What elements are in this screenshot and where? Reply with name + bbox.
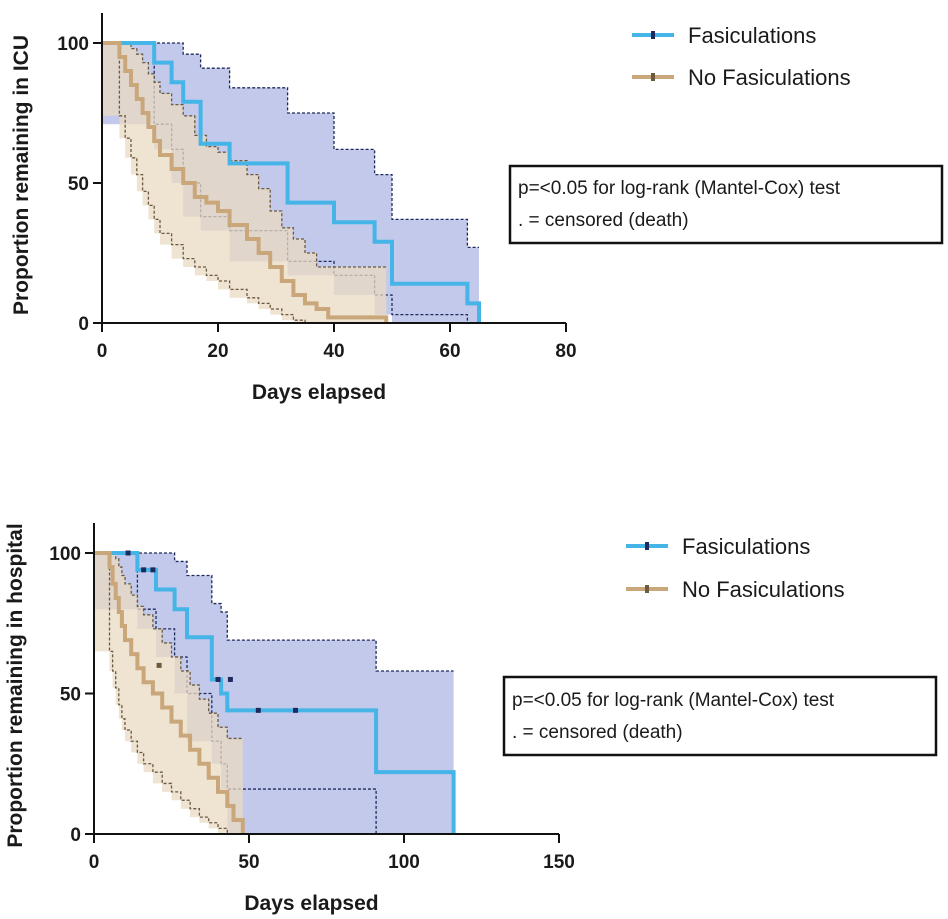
x-tick-label: 60 — [439, 341, 460, 362]
x-tick-label: 40 — [323, 341, 344, 362]
ci-band-fasic — [102, 43, 479, 323]
censor-mark-fasic — [215, 676, 221, 682]
ci-band-nofasic — [102, 43, 387, 323]
annotation-box — [508, 164, 944, 245]
chart-1: 0 20 40 60 80 0 50 100 Days elapsed Proportion re… — [10, 13, 944, 404]
y-tick-label: 0 — [78, 314, 89, 335]
legend-label-nofasic: No Fasiculations — [688, 65, 851, 90]
x-axis-title: Days elapsed — [252, 381, 386, 404]
x-tick-label: 0 — [97, 341, 108, 362]
ci-lower-nofasic — [94, 552, 243, 835]
ci-upper-nofasic — [102, 42, 387, 268]
legend-censor-mark-nofasic — [645, 585, 649, 593]
y-tick-label: 0 — [70, 825, 81, 846]
legend-label-nofasic: No Fasiculations — [682, 577, 845, 602]
ci-upper-fasic — [94, 552, 454, 672]
x-tick-label: 50 — [238, 852, 259, 873]
x-axis-title: Days elapsed — [244, 892, 378, 915]
survival-curve-fasic — [102, 41, 481, 323]
y-axis-title: Proportion remaining in ICU — [10, 35, 33, 315]
annotation-line: . = censored (death) — [512, 722, 683, 743]
legend-label-fasic: Fasiculations — [682, 534, 810, 559]
legend-label-fasic: Fasiculations — [688, 23, 816, 48]
legend-censor-mark-fasic — [651, 31, 655, 39]
censor-mark-fasic — [150, 567, 156, 573]
chart-2: 0 50 100 150 0 50 100 Days elapsed Proportion re… — [4, 523, 938, 915]
y-axis-title: Proportion remaining in hospital — [4, 523, 27, 847]
y-tick-label: 50 — [68, 174, 89, 195]
survival-curve-nofasic — [102, 41, 389, 323]
y-tick-label: 50 — [60, 685, 81, 706]
censor-mark-nofasic — [156, 662, 162, 668]
ci-band-fasic — [94, 553, 454, 834]
x-tick-label: 80 — [555, 341, 576, 362]
annotation-box — [502, 675, 938, 757]
censor-mark-fasic — [227, 676, 233, 682]
y-tick-label: 100 — [57, 34, 89, 55]
ci-lower-fasic — [102, 42, 479, 324]
y-tick-label: 100 — [49, 544, 81, 565]
x-tick-label: 20 — [207, 341, 228, 362]
x-tick-label: 100 — [388, 852, 420, 873]
survival-curve-fasic — [94, 551, 456, 834]
annotation-line: . = censored (death) — [518, 210, 689, 231]
censor-mark-fasic — [293, 707, 298, 713]
annotation-line: p=<0.05 for log-rank (Mantel-Cox) test — [518, 178, 841, 199]
censor-mark-fasic — [125, 550, 131, 556]
x-tick-label: 0 — [89, 852, 100, 873]
legend-censor-mark-fasic — [645, 542, 649, 550]
survival-curve-nofasic — [94, 551, 245, 834]
ci-lower-nofasic — [102, 42, 387, 324]
censor-mark-fasic — [255, 707, 261, 713]
annotation-line: p=<0.05 for log-rank (Mantel-Cox) test — [512, 690, 835, 711]
censor-mark-fasic — [141, 567, 147, 573]
legend-censor-mark-nofasic — [651, 73, 655, 81]
x-tick-label: 150 — [543, 852, 575, 873]
